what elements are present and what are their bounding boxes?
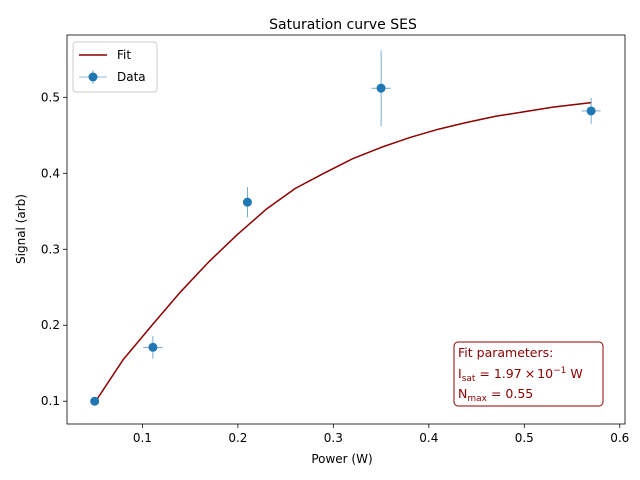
nmax-value: = 0.55 bbox=[487, 386, 533, 401]
isat-unit: W bbox=[566, 366, 582, 381]
chart-title: Saturation curve SES bbox=[269, 17, 417, 33]
isat-symbol: I bbox=[458, 366, 462, 381]
y-tick-label: 0.5 bbox=[41, 90, 60, 104]
nmax-subscript: max bbox=[467, 394, 487, 404]
y-axis: 0.1 0.2 0.3 0.4 0.5 bbox=[41, 90, 67, 408]
annotation-isat: Isat = 1.97 × 10−1 W bbox=[458, 366, 583, 384]
annotation-nmax: Nmax = 0.55 bbox=[458, 386, 533, 404]
data-point bbox=[242, 197, 252, 207]
x-tick-label: 0.4 bbox=[419, 431, 438, 445]
data-point bbox=[586, 106, 596, 116]
fit-parameters-box: Fit parameters: Isat = 1.97 × 10−1 W Nmax … bbox=[453, 341, 604, 407]
x-axis-label: Power (W) bbox=[311, 452, 372, 466]
points-layer bbox=[90, 50, 601, 406]
isat-subscript: sat bbox=[462, 374, 476, 384]
x-tick-label: 0.3 bbox=[324, 431, 343, 445]
x-tick-label: 0.1 bbox=[133, 431, 152, 445]
y-tick-label: 0.3 bbox=[41, 242, 60, 256]
y-tick-label: 0.1 bbox=[41, 394, 60, 408]
legend-data-label: Data bbox=[117, 70, 146, 84]
curve-layer bbox=[94, 101, 592, 404]
x-tick-label: 0.6 bbox=[610, 431, 629, 445]
isat-exponent: −1 bbox=[553, 366, 566, 376]
nmax-symbol: N bbox=[458, 386, 467, 401]
annotation-frame bbox=[453, 341, 604, 407]
data-point bbox=[376, 83, 386, 93]
legend-frame bbox=[72, 41, 158, 93]
isat-prefix: = 1.97 bbox=[475, 366, 521, 381]
legend: Fit Data bbox=[72, 41, 158, 93]
y-tick-label: 0.4 bbox=[41, 166, 60, 180]
annotation-title: Fit parameters: bbox=[458, 345, 553, 360]
isat-base: 10 bbox=[537, 366, 553, 381]
x-axis: 0.1 0.2 0.3 0.4 0.5 0.6 bbox=[133, 424, 629, 445]
legend-fit-label: Fit bbox=[117, 48, 131, 62]
x-tick-label: 0.5 bbox=[515, 431, 534, 445]
y-axis-label: Signal (arb) bbox=[14, 194, 28, 264]
legend-data-marker bbox=[88, 72, 98, 82]
data-point bbox=[148, 342, 158, 352]
x-tick-label: 0.2 bbox=[228, 431, 247, 445]
fit-curve bbox=[94, 101, 592, 404]
isat-times: × bbox=[525, 366, 535, 381]
data-point bbox=[90, 396, 100, 406]
plot-frame bbox=[66, 34, 626, 425]
y-tick-label: 0.2 bbox=[41, 318, 60, 332]
